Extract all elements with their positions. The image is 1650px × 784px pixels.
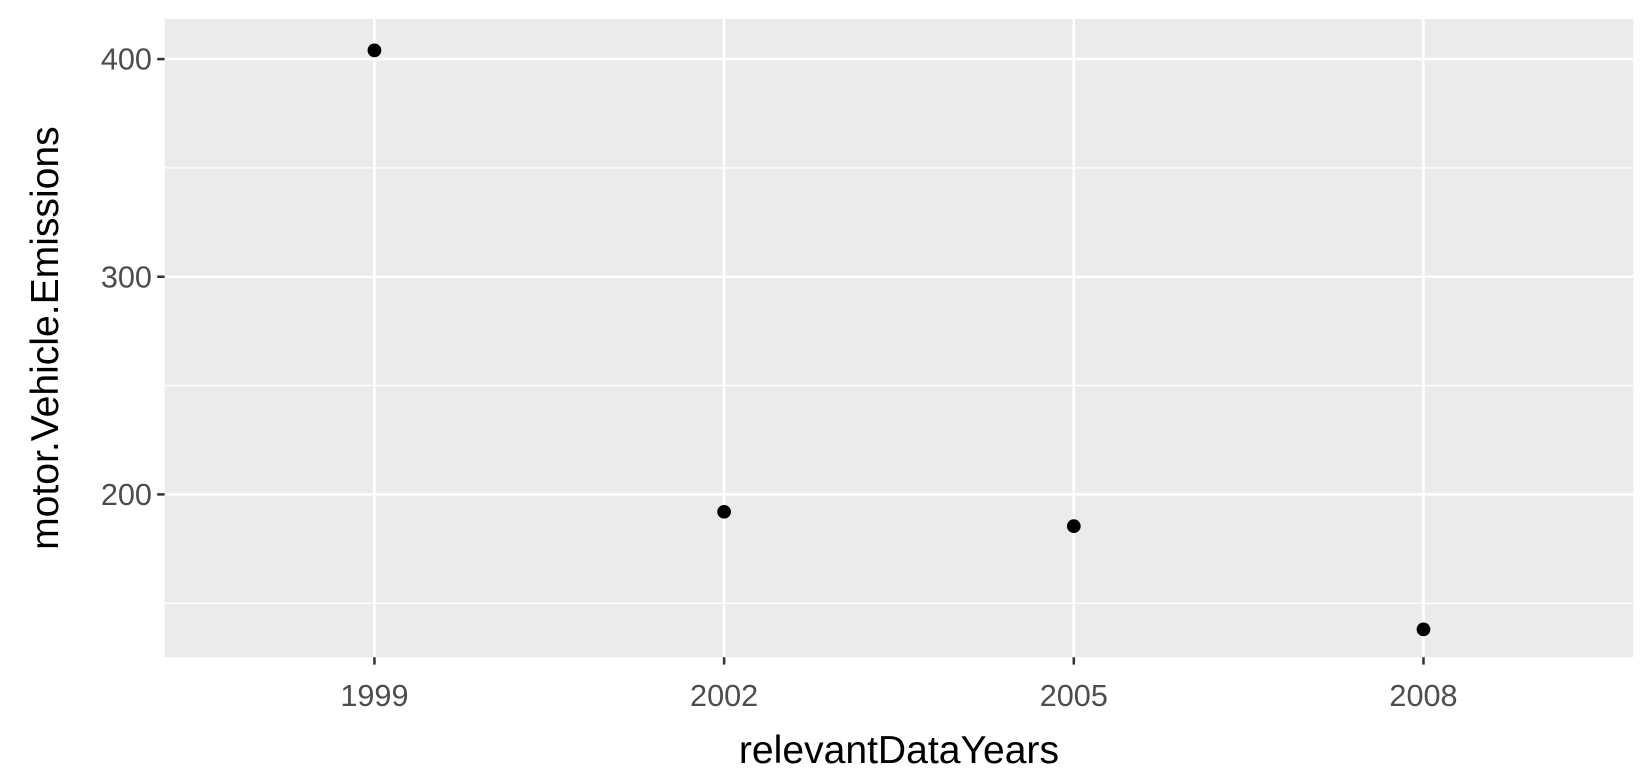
point [1066,519,1081,534]
x-axis-title: relevantDataYears [739,729,1059,772]
panel-background [164,19,1634,658]
point [717,504,731,519]
x-tick-label: 2002 [690,679,758,713]
x-tick-label: 2005 [1040,679,1108,713]
x-tick-label: 1999 [340,679,408,713]
point [1416,622,1431,637]
y-tick-label: 300 [101,260,152,294]
y-tick-label: 400 [101,43,152,77]
y-tick-label: 200 [101,478,152,512]
y-axis-title: motor.Vehicle.Emissions [24,126,67,550]
point [367,43,382,58]
x-tick-label: 2008 [1389,679,1457,713]
